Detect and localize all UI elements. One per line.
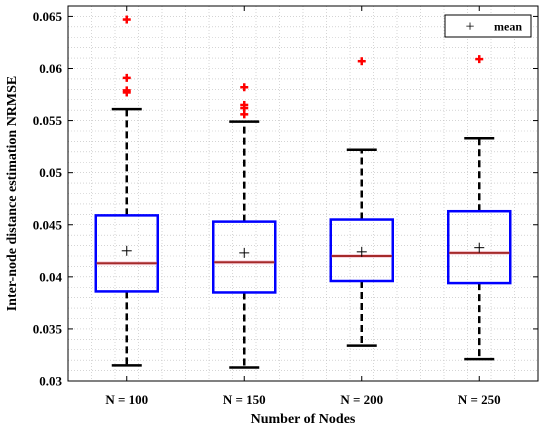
box-group <box>447 55 512 361</box>
y-tick-label: 0.055 <box>33 113 63 128</box>
plot-area-frame <box>67 5 539 382</box>
interquartile-box <box>447 209 512 285</box>
y-tick-label: 0.065 <box>33 9 63 24</box>
y-tick-label: 0.045 <box>33 217 63 232</box>
box-plot-series <box>94 15 512 369</box>
interquartile-box <box>329 218 394 283</box>
outlier-point <box>240 110 249 119</box>
legend-box <box>444 14 532 38</box>
box-group <box>329 57 394 347</box>
x-tick-label: N = 100 <box>105 392 148 407</box>
outlier-point <box>122 73 131 82</box>
x-tick-label: N = 150 <box>223 392 266 407</box>
x-tick-label: N = 250 <box>458 392 501 407</box>
outlier-point <box>240 83 249 92</box>
legend-mean-label: mean <box>494 20 522 34</box>
y-tick-label: 0.035 <box>33 321 63 336</box>
grid-lines <box>68 5 538 382</box>
y-tick-label: 0.05 <box>39 165 62 180</box>
outlier-point <box>475 55 484 64</box>
interquartile-box <box>212 220 277 294</box>
x-tick-label: N = 200 <box>340 392 383 407</box>
outlier-point <box>122 15 131 24</box>
y-tick-label: 0.03 <box>39 374 62 389</box>
legend: + mean <box>444 14 532 38</box>
x-axis-label: Number of Nodes <box>251 412 356 427</box>
legend-mean-marker: + <box>465 19 474 36</box>
y-axis-ticks: 0.03 0.035 0.04 0.045 0.05 0.055 0.06 0.065 <box>33 9 538 389</box>
box-group <box>94 15 159 367</box>
y-axis-label: Inter-node distance estimation NRMSE <box>5 76 20 312</box>
y-tick-label: 0.04 <box>39 269 62 284</box>
interquartile-box <box>94 214 159 293</box>
outlier-point <box>122 88 131 97</box>
x-axis-ticks: N = 100 N = 150 N = 200 N = 250 <box>105 6 501 407</box>
outlier-point <box>357 57 366 66</box>
box-group <box>212 83 277 369</box>
y-tick-label: 0.06 <box>39 61 62 76</box>
